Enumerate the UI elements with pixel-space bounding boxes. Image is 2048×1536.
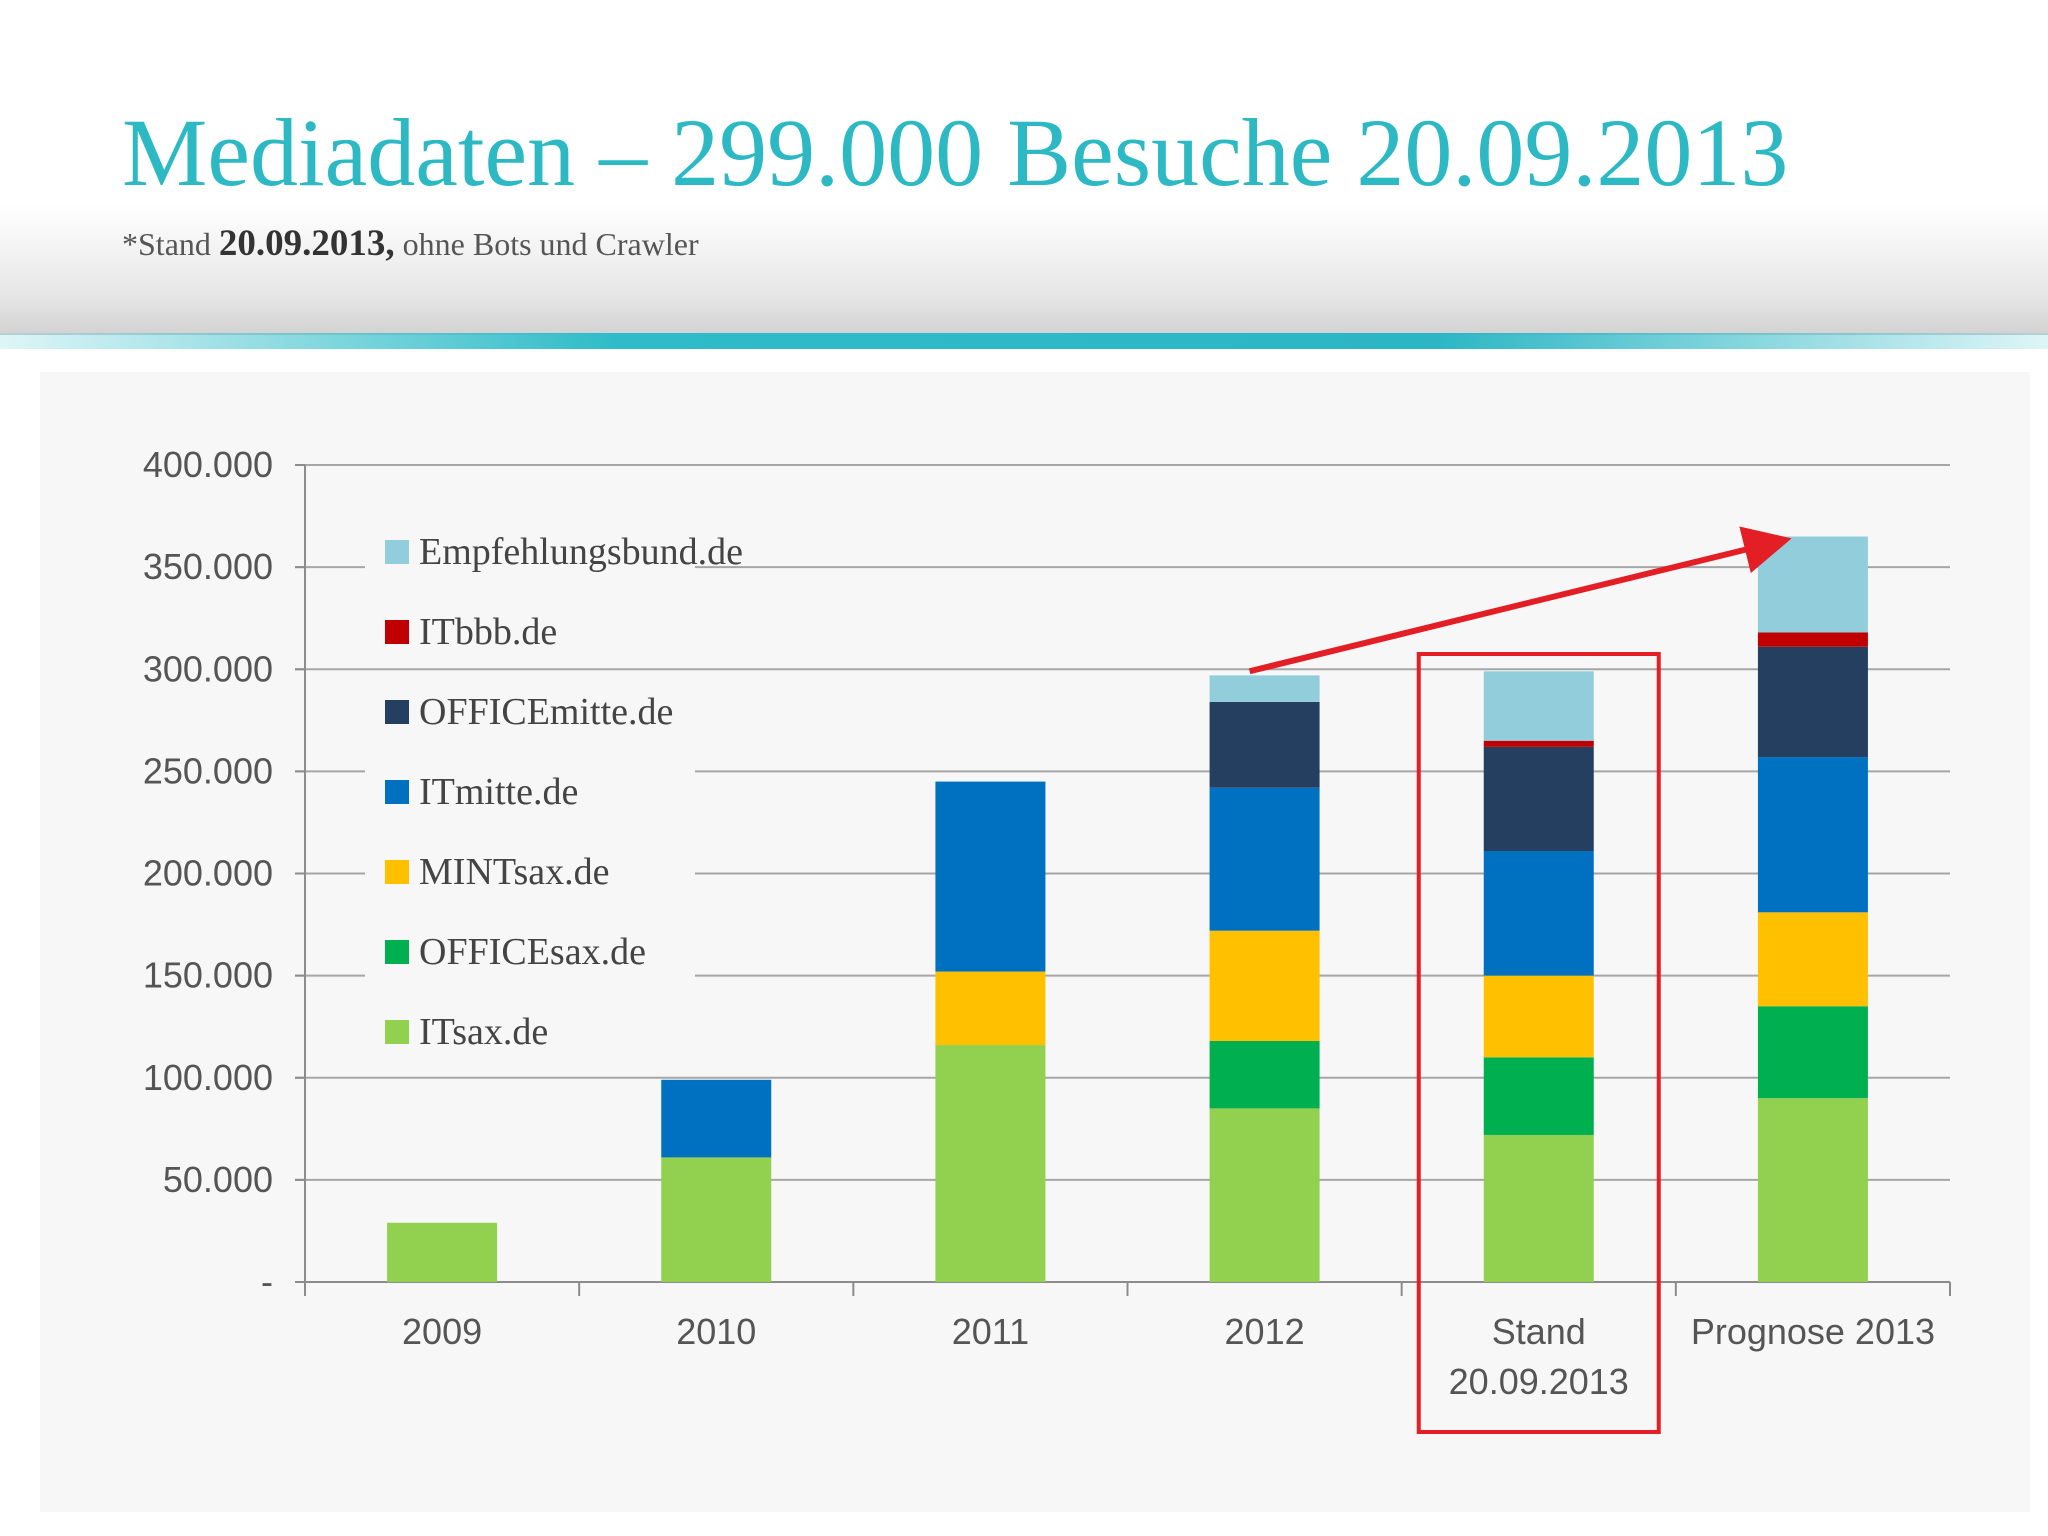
bar-segment [935, 1045, 1046, 1282]
legend-swatch [385, 620, 409, 644]
legend-label: ITsax.de [419, 1011, 548, 1053]
legend-swatch [385, 700, 409, 724]
highlight-box [1416, 652, 1661, 1434]
y-tick-label: 200.000 [143, 853, 273, 894]
y-tick-label: 100.000 [143, 1057, 273, 1098]
legend-label: Empfehlungsbund.de [419, 531, 743, 573]
legend-background [365, 766, 695, 820]
legend-label: ITbbb.de [419, 611, 557, 653]
trend-arrow [1248, 526, 1792, 675]
y-tick-label: 50.000 [163, 1159, 273, 1200]
header-band [0, 205, 2048, 335]
legend-background [365, 606, 695, 660]
legend-background [365, 926, 695, 980]
x-tick-label: 2009 [402, 1311, 482, 1352]
bar-segment [1757, 536, 1868, 633]
bar-segment [1757, 757, 1868, 913]
bar-segment [1483, 1134, 1594, 1282]
legend-swatch [385, 780, 409, 804]
legend-background [365, 846, 695, 900]
legend-label: MINTsax.de [419, 851, 609, 893]
legend-label: ITmitte.de [419, 771, 578, 813]
bar-segment [1483, 671, 1594, 741]
slide-title: Mediadaten – 299.000 Besuche 20.09.2013 [122, 99, 1789, 206]
bar-segment [661, 1079, 772, 1158]
accent-line [0, 333, 2048, 349]
bar-segment [387, 1222, 498, 1282]
stacked-bar-chart: - 50.000 100.000 150.000 200.000 250.000 300.0… [143, 444, 1951, 1434]
bar-segment [1757, 912, 1868, 1007]
x-tick-label: 2011 [952, 1311, 1029, 1352]
y-tick-label: 400.000 [143, 444, 273, 485]
y-tick-label: 300.000 [143, 648, 273, 689]
bar-segment [1483, 975, 1594, 1058]
legend-swatch [385, 1020, 409, 1044]
x-tick-label: 2010 [676, 1311, 756, 1352]
bar-segment [1757, 646, 1868, 758]
legend-swatch [385, 860, 409, 884]
bar-segment [935, 781, 1046, 972]
legend-label: OFFICEsax.de [419, 931, 646, 973]
legend-label: OFFICEmitte.de [419, 691, 673, 733]
legend-swatch [385, 940, 409, 964]
bar-segment [1483, 1057, 1594, 1135]
x-tick-label: Stand [1492, 1311, 1586, 1352]
bar-segment [1757, 1006, 1868, 1099]
bar-segment [1757, 1098, 1868, 1282]
subtitle-prefix: *Stand [122, 226, 219, 262]
x-tick-label: 20.09.2013 [1449, 1361, 1629, 1402]
bar-segment [661, 1157, 772, 1282]
chart-area: - 50.000 100.000 150.000 200.000 250.000 300.0… [40, 372, 2030, 1512]
bar-segment [1209, 930, 1320, 1041]
y-tick-label: - [261, 1261, 273, 1302]
bar-segment [1209, 701, 1320, 788]
legend-background [365, 1006, 695, 1060]
bar-segment [1209, 675, 1320, 702]
y-tick-label: 150.000 [143, 955, 273, 996]
bar-segment [1483, 851, 1594, 976]
bar-segment [1209, 1108, 1320, 1282]
x-tick-label: 2012 [1225, 1311, 1305, 1352]
subtitle-suffix: ohne Bots und Crawler [394, 226, 699, 262]
subtitle-date: 20.09.2013, [218, 223, 395, 264]
bar-segment [1757, 632, 1868, 647]
bar-segment [1483, 740, 1594, 747]
slide-subtitle: *Stand 20.09.2013, ohne Bots und Crawler [122, 222, 699, 265]
legend-background [365, 686, 695, 740]
bar-segment [1209, 787, 1320, 931]
legend-swatch [385, 540, 409, 564]
x-tick-label: Prognose 2013 [1691, 1311, 1935, 1352]
bar-segment [1483, 746, 1594, 852]
bar-segment [1209, 1040, 1320, 1109]
bar-segment [935, 971, 1046, 1046]
y-tick-label: 250.000 [143, 750, 273, 791]
legend-background [365, 526, 695, 580]
y-tick-label: 350.000 [143, 546, 273, 587]
